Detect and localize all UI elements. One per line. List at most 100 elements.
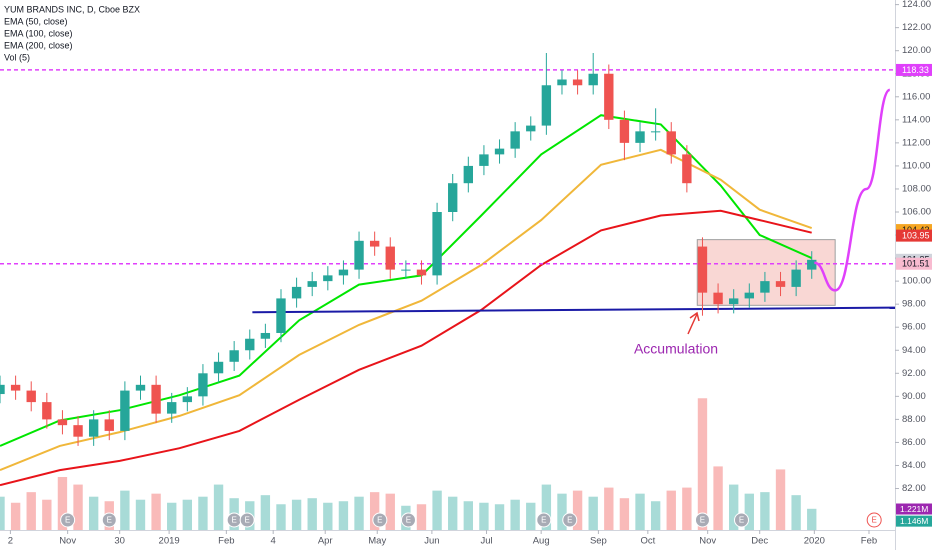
candle-body: [697, 246, 708, 293]
earnings-marker: [372, 512, 388, 528]
volume-bar: [323, 502, 333, 530]
volume-bar: [807, 508, 817, 530]
volume-bar: [432, 490, 442, 530]
candle-body: [807, 259, 817, 270]
y-tick-label: 98.00: [902, 299, 926, 310]
candle-body: [682, 154, 692, 184]
candle-body: [229, 350, 239, 362]
volume-bar: [463, 501, 473, 530]
candle-body: [291, 286, 302, 299]
candle-body: [385, 246, 395, 270]
volume-bar: [666, 490, 676, 530]
price-badge-label: 103.95: [902, 230, 930, 240]
candle-body: [401, 269, 411, 271]
volume-bar: [760, 492, 770, 530]
volume-bar: [635, 493, 645, 530]
x-tick-label: Jul: [480, 536, 492, 547]
earnings-label: E: [65, 516, 70, 525]
volume-bar: [588, 496, 598, 530]
volume-bar: [557, 493, 567, 530]
volume-badge: [896, 503, 932, 515]
candle-body: [323, 275, 333, 282]
candle-body: [120, 390, 130, 431]
x-tick-label: Dec: [751, 536, 768, 547]
y-tick-label: 108.00: [902, 183, 931, 194]
candle-body: [463, 165, 473, 184]
volume-badge-label: 1.221M: [900, 504, 928, 514]
candle-body: [416, 269, 427, 276]
candle-body: [635, 131, 645, 143]
projection: [813, 88, 891, 292]
candle-body: [307, 281, 317, 287]
volume-bar: [479, 502, 489, 530]
price-badge: [896, 257, 932, 270]
earnings-marker: [239, 512, 255, 528]
volume-badge: [896, 515, 932, 527]
volume-bar: [650, 501, 661, 530]
candle-body: [198, 373, 208, 397]
candle-body: [135, 384, 146, 391]
y-tick-label: 122.00: [902, 22, 931, 33]
earnings-marker: [60, 512, 76, 528]
volume-bar: [338, 501, 349, 530]
earnings-marker: [400, 512, 416, 528]
volume-bar: [151, 493, 161, 530]
y-tick-label: 116.00: [902, 91, 930, 102]
volume-bar: [697, 398, 708, 530]
volume-bar: [619, 498, 630, 530]
earnings-label: E: [406, 516, 411, 525]
candle-body: [260, 332, 271, 339]
volume-bar: [510, 499, 520, 530]
candle-body: [73, 425, 83, 437]
earnings-label: E: [244, 516, 249, 525]
earnings-label: E: [567, 516, 572, 525]
ema-line: [0, 148, 813, 472]
candle-body: [432, 212, 442, 276]
annotation: Accumulation: [634, 341, 718, 357]
candle-body: [167, 402, 177, 414]
earnings-marker: [536, 512, 552, 528]
y-tick-label: 82.00: [902, 483, 926, 494]
volume-bar: [541, 484, 552, 530]
candle-body: [0, 384, 5, 395]
volume-bar: [369, 492, 380, 530]
volume-bar: [604, 487, 614, 530]
candle-body: [494, 148, 505, 155]
y-tick-label: 120.00: [902, 45, 931, 56]
candle-body: [729, 298, 739, 305]
legend-entry: Vol (5): [4, 52, 30, 62]
volume-bar: [26, 492, 36, 530]
candle-body: [369, 240, 380, 247]
volume-badge-label: 1.146M: [900, 516, 928, 526]
legend-entry: EMA (200, close): [4, 40, 73, 50]
annotation-box: [630, 340, 722, 360]
y-tick-label: 92.00: [902, 368, 926, 379]
x-tick-label: Feb: [861, 536, 877, 547]
y-tick-label: 90.00: [902, 391, 926, 402]
y-tick-label: 94.00: [902, 345, 926, 356]
volume-bar: [120, 490, 130, 530]
candle-body: [713, 292, 723, 305]
candle-body: [42, 402, 52, 420]
volume-bar: [775, 469, 786, 530]
axis-layer: 82.00 84.00 86.00 88.00 90.00 92.00 94.00 96.00…: [8, 0, 932, 547]
x-tick-label: 2: [8, 536, 13, 547]
volume-bar: [135, 499, 146, 530]
earnings-label: E: [872, 516, 877, 525]
y-tick-label: 86.00: [902, 437, 926, 448]
volume-bar: [307, 498, 317, 530]
y-tick-label: 110.00: [902, 160, 930, 171]
earnings-marker: [694, 512, 710, 528]
candle-body: [744, 292, 754, 299]
candle-body: [557, 79, 567, 86]
volume-bar: [713, 466, 723, 530]
x-tick-label: Feb: [218, 536, 234, 547]
x-tick-label: 2019: [159, 536, 180, 547]
earnings-marker: [101, 512, 117, 528]
volume-bar: [182, 499, 193, 530]
volume-bar: [42, 499, 52, 530]
volume-bar: [682, 487, 692, 530]
candle-body: [88, 419, 99, 437]
volume-layer: [0, 398, 817, 530]
volume-bar: [744, 493, 754, 530]
